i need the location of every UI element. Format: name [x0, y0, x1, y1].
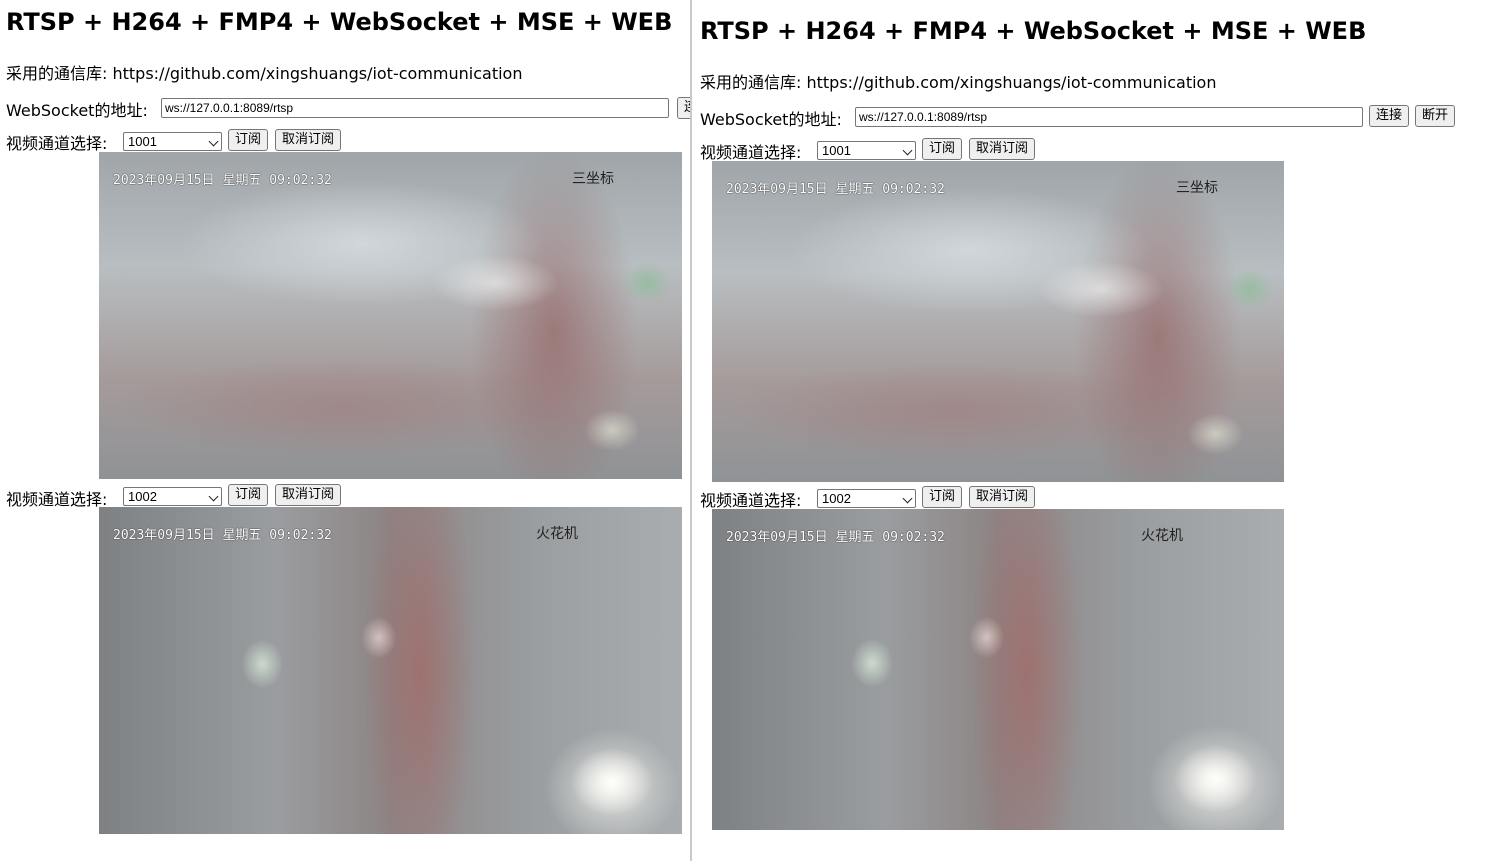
channel-label: 视频通道选择: — [700, 143, 802, 162]
library-info: 采用的通信库: https://github.com/xingshuangs/i… — [700, 73, 1217, 92]
video-timestamp-overlay: 2023年09月15日 星期五 09:02:32 — [726, 182, 945, 197]
chevron-down-icon — [208, 491, 219, 502]
websocket-url-input[interactable] — [161, 98, 669, 118]
chevron-down-icon — [902, 145, 913, 156]
channel-select-value: 1002 — [822, 491, 851, 506]
unsubscribe-button[interactable]: 取消订阅 — [969, 138, 1036, 160]
websocket-label: WebSocket的地址: — [6, 101, 148, 120]
connect-button[interactable]: 连接 — [1369, 105, 1410, 127]
camera-name-overlay: 三坐标 — [572, 171, 614, 187]
channel-select-value: 1002 — [128, 489, 157, 504]
channel-select[interactable]: 1002 — [817, 489, 916, 508]
channel-label: 视频通道选择: — [700, 491, 802, 510]
page-title: RTSP + H264 + FMP4 + WebSocket + MSE + W… — [6, 8, 673, 36]
left-browser-window: RTSP + H264 + FMP4 + WebSocket + MSE + W… — [0, 0, 690, 861]
channel-label: 视频通道选择: — [6, 490, 108, 509]
channel-select[interactable]: 1002 — [123, 487, 222, 506]
camera-name-overlay: 三坐标 — [1176, 180, 1218, 196]
unsubscribe-button[interactable]: 取消订阅 — [275, 129, 342, 151]
window-divider — [690, 0, 692, 861]
camera-name-overlay: 火花机 — [536, 526, 578, 542]
camera-name-overlay: 火花机 — [1141, 528, 1183, 544]
websocket-label: WebSocket的地址: — [700, 110, 842, 129]
websocket-url-input[interactable] — [855, 107, 1363, 127]
subscribe-button[interactable]: 订阅 — [922, 486, 963, 508]
video-timestamp-overlay: 2023年09月15日 星期五 09:02:32 — [113, 173, 332, 188]
channel-select-value: 1001 — [822, 143, 851, 158]
video-player[interactable]: 2023年09月15日 星期五 09:02:32 三坐标 — [99, 152, 682, 479]
connect-button[interactable]: 连接 — [677, 97, 690, 119]
subscribe-button[interactable]: 订阅 — [922, 138, 963, 160]
unsubscribe-button[interactable]: 取消订阅 — [275, 484, 342, 506]
chevron-down-icon — [208, 136, 219, 147]
page-title: RTSP + H264 + FMP4 + WebSocket + MSE + W… — [700, 17, 1367, 45]
video-player[interactable]: 2023年09月15日 星期五 09:02:32 火花机 — [99, 507, 682, 834]
channel-label: 视频通道选择: — [6, 134, 108, 153]
video-timestamp-overlay: 2023年09月15日 星期五 09:02:32 — [113, 528, 332, 543]
video-player[interactable]: 2023年09月15日 星期五 09:02:32 三坐标 — [712, 161, 1284, 482]
channel-select[interactable]: 1001 — [123, 132, 222, 151]
library-info: 采用的通信库: https://github.com/xingshuangs/i… — [6, 64, 523, 83]
channel-select-value: 1001 — [128, 134, 157, 149]
disconnect-button[interactable]: 断开 — [1415, 105, 1456, 127]
subscribe-button[interactable]: 订阅 — [228, 129, 269, 151]
subscribe-button[interactable]: 订阅 — [228, 484, 269, 506]
right-browser-window: RTSP + H264 + FMP4 + WebSocket + MSE + W… — [692, 0, 1502, 861]
channel-select[interactable]: 1001 — [817, 141, 916, 160]
unsubscribe-button[interactable]: 取消订阅 — [969, 486, 1036, 508]
video-timestamp-overlay: 2023年09月15日 星期五 09:02:32 — [726, 530, 945, 545]
video-player[interactable]: 2023年09月15日 星期五 09:02:32 火花机 — [712, 509, 1284, 830]
chevron-down-icon — [902, 493, 913, 504]
